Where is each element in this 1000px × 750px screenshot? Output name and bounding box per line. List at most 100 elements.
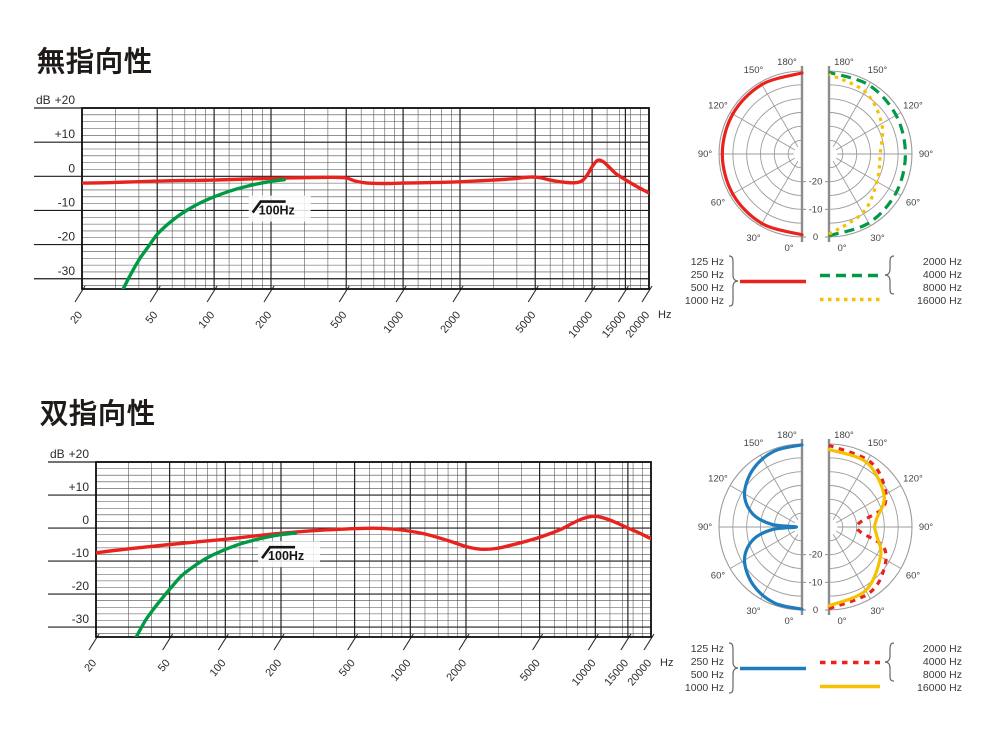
lowcut-symbol <box>261 545 296 559</box>
polar-legend-bidirectional: 125 Hz 250 Hz 500 Hz 1000 Hz 2000 Hz 4000 Hz 8… <box>676 637 976 705</box>
x-tick-label: 500 <box>329 309 350 331</box>
response-curve <box>82 158 649 195</box>
polar-pattern-chart: 0° 30° 60° 90° 120° 150° 180° 0° 30° 60° 90° 120° 15… <box>698 430 934 627</box>
legend-brace <box>884 642 895 682</box>
section-title-omnidirectional: 無指向性 <box>37 46 154 77</box>
x-tick-label: 15000 <box>602 657 631 688</box>
angle-label: 180° <box>834 430 854 441</box>
legend-brace <box>728 642 739 694</box>
angle-label: 30° <box>870 233 885 244</box>
polar-spoke <box>835 530 902 569</box>
legend-frequency-label: 16000 Hz <box>917 682 962 694</box>
x-tick-label: 10000 <box>567 309 596 340</box>
angle-label: 150° <box>744 438 764 449</box>
polar-spoke <box>760 454 799 521</box>
legend-frequency-label: 500 Hz <box>690 282 724 294</box>
polar-spoke <box>832 454 871 521</box>
y-tick-label: +10 <box>69 480 90 494</box>
radial-db-label: -20 <box>809 177 823 188</box>
polar-spoke <box>832 160 871 227</box>
y-tick-label: -10 <box>72 546 90 560</box>
legend-brace <box>728 255 739 307</box>
legend-frequency-label: 16000 Hz <box>917 295 962 307</box>
angle-label: 30° <box>870 606 885 617</box>
freq-grid <box>48 461 652 637</box>
polar-spoke <box>760 81 799 148</box>
polar-spoke <box>760 160 799 227</box>
legend-brace <box>884 255 895 295</box>
angle-label: 120° <box>708 101 728 112</box>
frequency-response-chart: +20 dB +10 0 -10 -20 -30 20 50 100 200 500 1000 2000 5… <box>48 447 673 688</box>
lowcut-symbol <box>251 200 286 214</box>
x-tick-label: 100 <box>208 657 229 679</box>
freq-grid <box>34 107 650 289</box>
angle-label: 60° <box>711 198 726 209</box>
x-tick-label: 1000 <box>381 309 406 335</box>
polar-curve <box>742 443 804 611</box>
y-axis-unit-label: dB <box>50 447 65 461</box>
legend-line-swatch <box>820 273 880 278</box>
legend-frequency-label: 8000 Hz <box>922 282 962 294</box>
polar-curve <box>827 447 886 608</box>
x-tick-label: 200 <box>263 657 284 679</box>
polar-spoke <box>729 112 796 151</box>
y-tick-label: 0 <box>68 161 75 175</box>
x-tick-label: 200 <box>253 309 274 331</box>
y-tick-label: +20 <box>69 447 90 461</box>
angle-label: 180° <box>834 57 854 68</box>
polar-half-right: 0° 30° 60° 90° 120° 150° 180° <box>825 57 933 254</box>
polar-curve <box>828 72 885 236</box>
polar-spoke <box>835 157 902 196</box>
legend-frequency-label: 1000 Hz <box>684 295 724 307</box>
polar-half-left: 0° 30° 60° 90° 120° 150° 180° <box>698 57 806 254</box>
angle-label: 150° <box>868 65 888 76</box>
radial-db-label: 0 <box>813 605 818 616</box>
y-tick-label: -30 <box>72 612 90 626</box>
angle-label: 60° <box>711 571 726 582</box>
legend-line-swatch <box>740 666 806 671</box>
angle-label: 90° <box>919 149 934 160</box>
x-tick-label: 50 <box>156 657 173 674</box>
lowcut-annotation: 100Hz <box>248 195 311 222</box>
plot-border <box>81 107 650 290</box>
x-tick-label: 15000 <box>600 309 629 340</box>
angle-label: 150° <box>744 65 764 76</box>
angle-label: 90° <box>698 149 713 160</box>
y-tick-label: -10 <box>58 195 76 209</box>
plot-border <box>95 461 652 638</box>
angle-label: 180° <box>777 430 797 441</box>
legend-line-swatch <box>820 684 880 689</box>
polar-spoke <box>835 485 902 524</box>
radial-db-label: -10 <box>809 204 823 215</box>
legend-frequency-label: 125 Hz <box>690 643 724 655</box>
legend-frequency-label: 2000 Hz <box>922 256 962 268</box>
angle-label: 60° <box>906 198 921 209</box>
frequency-response-chart: +20 dB +10 0 -10 -20 -30 20 50 100 200 500 1000 2000 5… <box>34 93 671 340</box>
polar-curve <box>720 71 804 237</box>
angle-label: 30° <box>746 606 761 617</box>
radial-db-label: -10 <box>809 577 823 588</box>
response-curve <box>96 514 651 555</box>
legend-frequency-label: 1000 Hz <box>684 682 724 694</box>
x-tick-label: 10000 <box>570 657 599 688</box>
legend-frequency-label: 500 Hz <box>690 669 724 681</box>
y-tick-label: -30 <box>58 264 76 278</box>
x-tick-label: 500 <box>337 657 358 679</box>
x-tick-label: 2000 <box>444 657 469 683</box>
legend-frequency-label: 8000 Hz <box>922 669 962 681</box>
legend-frequency-label: 250 Hz <box>690 269 724 281</box>
angle-label: 90° <box>919 522 934 533</box>
section-title-bidirectional: 双指向性 <box>40 398 157 429</box>
legend-frequency-label: 4000 Hz <box>922 656 962 668</box>
angle-label: 30° <box>746 233 761 244</box>
legend-line-swatch <box>820 297 880 302</box>
legend-frequency-label: 125 Hz <box>690 256 724 268</box>
polar-half-right: 0° 30° 60° 90° 120° 150° 180° <box>825 430 933 627</box>
y-tick-label: +20 <box>55 93 76 107</box>
angle-label: 150° <box>868 438 888 449</box>
legend-line-swatch <box>740 279 806 284</box>
y-tick-label: +10 <box>55 127 76 141</box>
legend-frequency-label: 4000 Hz <box>922 269 962 281</box>
